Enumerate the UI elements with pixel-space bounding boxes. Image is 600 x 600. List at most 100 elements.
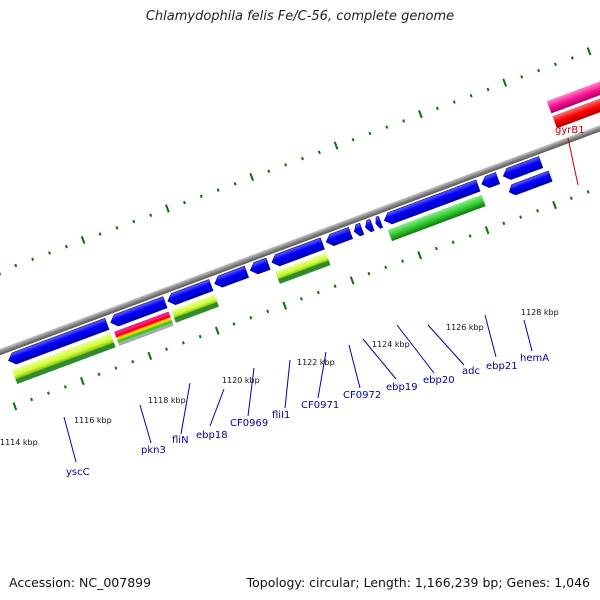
inner-tick: [384, 265, 388, 270]
inner-tick: [502, 221, 506, 226]
outer-tick: [418, 110, 423, 119]
reverse-cds-block: [15, 342, 116, 384]
inner-tick: [552, 200, 557, 210]
gene-label-pkn3: pkn3: [141, 445, 166, 456]
outer-tick: [385, 125, 389, 129]
outer-tick: [115, 226, 119, 230]
inner-tick: [30, 397, 34, 402]
reverse-cds-block: [117, 320, 173, 344]
gene-label-hemA: hemA: [520, 353, 549, 364]
reverse-gene-arrow: [481, 172, 501, 188]
reverse-gene-arrow: [375, 215, 383, 229]
outer-tick: [301, 156, 304, 161]
outer-tick: [486, 87, 490, 92]
outer-tick: [132, 219, 136, 224]
inner-tick: [147, 351, 153, 361]
inner-tick: [63, 385, 67, 389]
gene-label-fliN: fliN: [172, 435, 189, 446]
outer-tick: [48, 251, 51, 255]
accession-text: Accession: NC_007899: [9, 575, 152, 590]
inner-tick: [349, 276, 355, 285]
inner-tick: [282, 301, 288, 310]
outer-tick: [570, 56, 574, 60]
outer-tick: [64, 244, 68, 249]
reverse-gene-arrow: [110, 296, 168, 327]
inner-tick: [434, 246, 438, 251]
reverse-gene-arrow: [383, 179, 481, 225]
reverse-cds-block: [278, 260, 331, 284]
outer-tick: [249, 172, 255, 182]
reverse-cds-block: [275, 252, 330, 282]
gene-label-ebp20: ebp20: [423, 375, 455, 386]
outer-tick: [402, 119, 406, 123]
genome-summary-text: Topology: circular; Length: 1,166,239 bp…: [246, 575, 590, 590]
inner-tick: [249, 315, 253, 320]
reverse-cds-block: [116, 317, 172, 341]
reverse-gene-arrow: [508, 170, 553, 196]
outer-tick: [199, 194, 203, 199]
reverse-cds-block: [118, 322, 174, 346]
scale-label: 1116 kbp: [74, 416, 112, 425]
reverse-cds-block: [115, 314, 171, 338]
reverse-gene-arrow: [8, 317, 110, 365]
outer-tick: [520, 75, 524, 79]
forward-gene-gyrB1: [546, 45, 600, 114]
gene-label-ebp18: ebp18: [196, 430, 228, 441]
outer-tick-ring: [0, 47, 592, 276]
outer-tick: [98, 232, 102, 236]
gene-label-yscC: yscC: [66, 467, 90, 478]
reverse-gene-arrow: [502, 156, 544, 180]
reverse-gene-arrow: [271, 237, 325, 267]
forward-cds-gyrB1: [552, 60, 600, 129]
gene-label-CF0972: CF0972: [343, 390, 381, 401]
reverse-gene-arrow: [325, 227, 354, 246]
outer-tick: [216, 188, 220, 192]
inner-tick: [299, 297, 303, 301]
outer-tick: [233, 182, 237, 186]
gene-labels: gyrB1 yscC pkn3 fliN ebp18 CF0969 fliI1 …: [66, 125, 585, 478]
reverse-gene-arrow: [214, 265, 250, 288]
outer-tick: [435, 106, 439, 111]
inner-tick: [468, 234, 472, 238]
outer-tick: [452, 100, 456, 104]
inner-tick: [451, 240, 455, 244]
inner-tick: [417, 251, 422, 260]
outer-tick: [586, 47, 592, 56]
reverse-cds-block: [114, 311, 170, 335]
scale-label: 1124 kbp: [372, 340, 410, 349]
inner-tick: [165, 347, 168, 351]
reverse-cds-block: [12, 333, 115, 382]
map-title: Chlamydophila felis Fe/C-56, complete ge…: [145, 9, 455, 24]
gene-label-fliI1: fliI1: [272, 410, 290, 421]
reverse-gene-arrow: [167, 279, 214, 306]
inner-tick: [80, 376, 85, 386]
inner-tick: [333, 284, 337, 289]
scale-label: 1126 kbp: [446, 323, 484, 332]
reverse-gene-arrow: [353, 222, 365, 237]
reverse-gene-arrow: [365, 218, 375, 233]
outer-tick: [333, 141, 339, 150]
outer-tick: [14, 263, 18, 268]
inner-tick: [114, 366, 118, 370]
inner-tick: [316, 290, 320, 295]
reverse-cds-block: [171, 294, 218, 320]
outer-ticks: [0, 47, 592, 276]
outer-tick: [149, 213, 153, 217]
reverse-gene-arrow: [249, 257, 271, 275]
outer-tick: [368, 131, 372, 136]
inner-tick: [46, 391, 50, 395]
outer-tick: [537, 68, 541, 73]
gene-label-gyrB1: gyrB1: [555, 125, 585, 136]
inner-tick: [569, 196, 573, 200]
gene-label-ebp19: ebp19: [386, 382, 418, 393]
backbone: [0, 104, 600, 362]
gene-label-CF0969: CF0969: [230, 418, 268, 429]
inner-tick: [401, 259, 405, 263]
reverse-cds-block: [174, 301, 219, 323]
inner-tick: [181, 341, 185, 345]
inner-tick: [232, 322, 236, 326]
gene-label-adc: adc: [462, 366, 480, 377]
outer-tick: [554, 62, 557, 67]
inner-tick: [131, 359, 135, 364]
